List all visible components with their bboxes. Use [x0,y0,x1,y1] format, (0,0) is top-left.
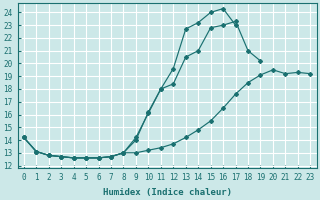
X-axis label: Humidex (Indice chaleur): Humidex (Indice chaleur) [102,188,232,197]
